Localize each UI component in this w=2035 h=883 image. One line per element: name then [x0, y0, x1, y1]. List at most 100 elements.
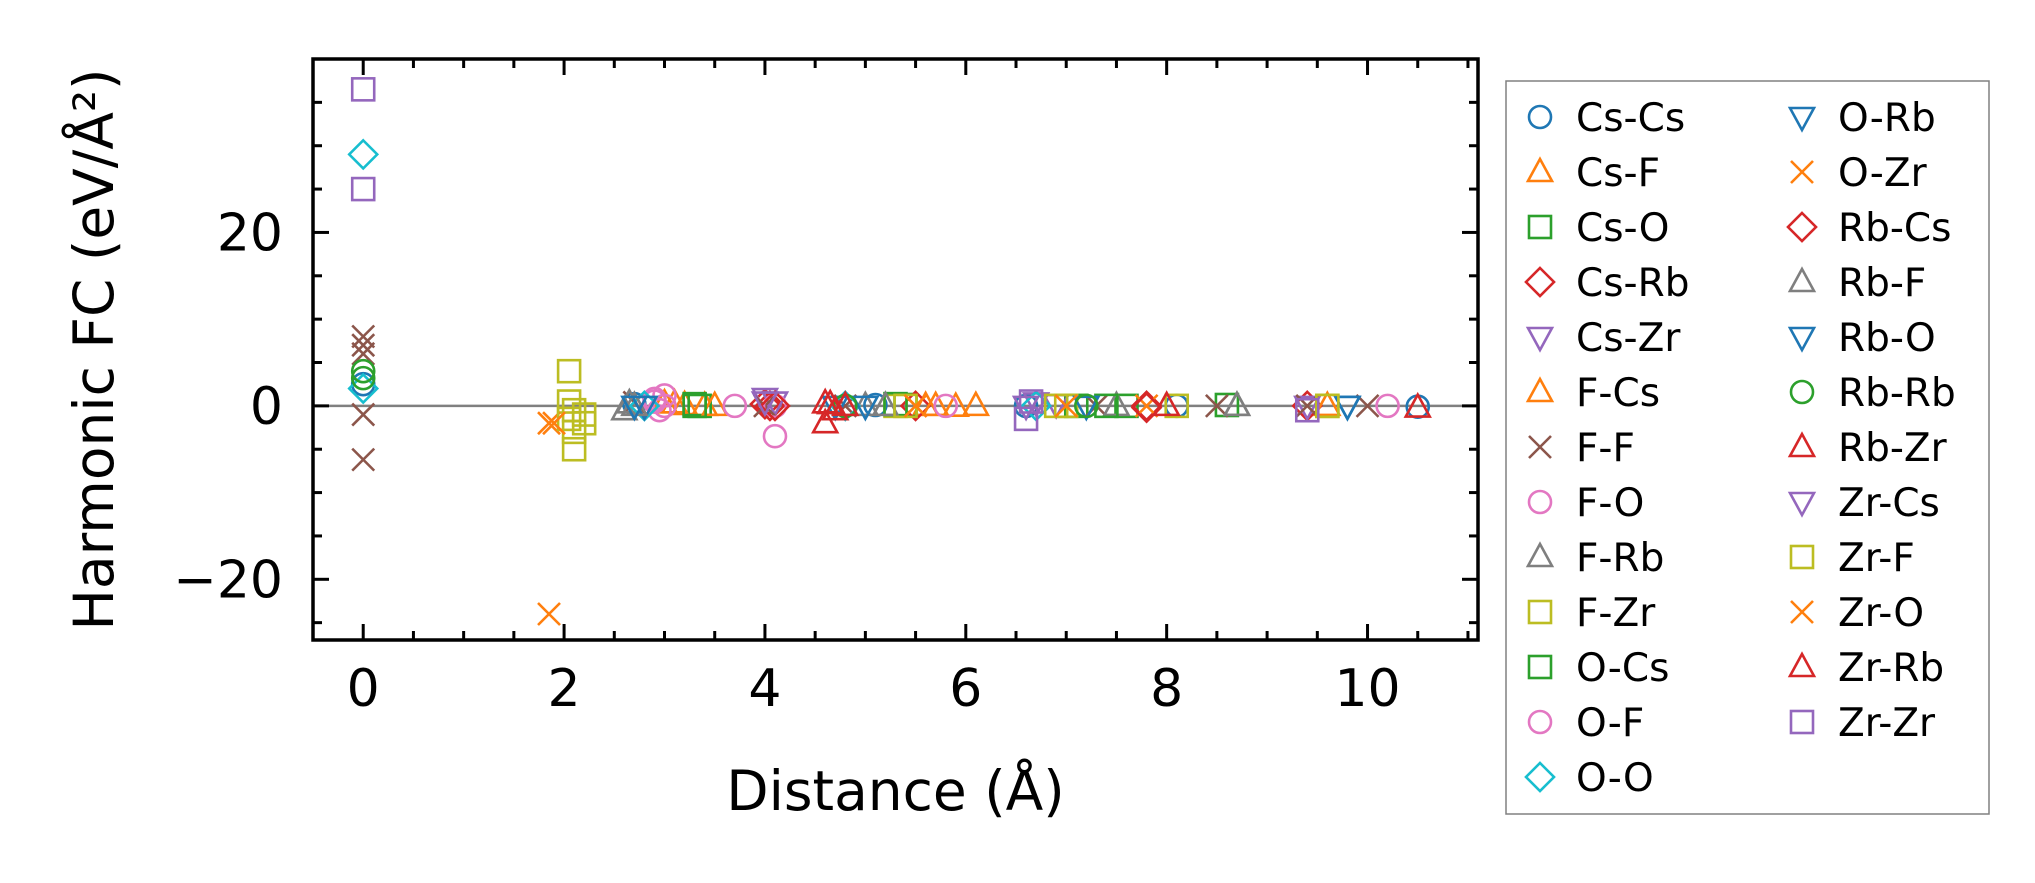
x-tick-label: 10: [1334, 659, 1400, 719]
legend-label: Rb-Cs: [1838, 206, 1951, 251]
legend-label: Zr-Rb: [1838, 646, 1944, 691]
legend-marker: [1527, 104, 1553, 130]
data-point: [1294, 397, 1320, 423]
data-point: [351, 333, 376, 358]
data-point: [903, 393, 928, 418]
data-point: [1114, 393, 1139, 419]
x-tick-label: 6: [949, 659, 982, 719]
legend-label: O-O: [1576, 756, 1654, 801]
x-axis-label: Distance (Å): [726, 758, 1065, 823]
data-point: [762, 423, 788, 449]
data-point: [556, 389, 582, 414]
legend-item: O-Cs: [1527, 646, 1669, 691]
data-point: [1054, 393, 1079, 418]
data-point: [350, 77, 376, 102]
plot-frame: [311, 57, 1480, 642]
legend-marker: [1525, 326, 1555, 353]
legend-label: Rb-Rb: [1838, 371, 1956, 416]
data-point: [821, 394, 850, 421]
data-point: [1222, 390, 1252, 417]
data-point: [1375, 393, 1400, 419]
series-O-O: [347, 138, 1052, 422]
legend-label: Cs-Rb: [1576, 261, 1689, 306]
data-point: [1293, 395, 1322, 422]
y-tick-label: 20: [217, 203, 283, 263]
legend-label: Zr-O: [1838, 591, 1924, 636]
data-point: [851, 395, 880, 422]
legend-item: Zr-Zr: [1789, 701, 1936, 746]
data-point: [1094, 393, 1119, 419]
tick-labels: 0 2 4 6 8 10 −20 0 20: [173, 203, 1400, 719]
legend-marker: [1787, 266, 1817, 293]
legend-label: F-O: [1576, 481, 1644, 526]
data-point: [921, 390, 950, 417]
data-point: [811, 407, 840, 434]
y-tick-label: 0: [250, 377, 283, 437]
data-point: [351, 447, 376, 472]
series-O-Zr: [537, 393, 1159, 626]
data-point: [961, 390, 991, 417]
data-point: [350, 365, 376, 391]
data-point: [652, 383, 677, 408]
legend-marker: [1527, 709, 1553, 735]
legend-label: Rb-Zr: [1838, 426, 1948, 471]
legend-label: Zr-Zr: [1838, 701, 1936, 746]
legend-item: Zr-F: [1789, 536, 1915, 581]
legend-item: Cs-F: [1525, 151, 1660, 196]
data-point: [347, 138, 380, 171]
legend-label: F-Cs: [1576, 371, 1660, 416]
data-point: [1152, 390, 1181, 417]
legend-marker: [1787, 491, 1817, 518]
data-point: [350, 358, 376, 384]
legend-marker: [1790, 160, 1814, 184]
legend-label: F-Rb: [1576, 536, 1664, 581]
legend-frame: [1505, 80, 1990, 815]
x-tick-label: 0: [347, 659, 380, 719]
data-point: [682, 393, 707, 419]
legend-label: Cs-Zr: [1576, 316, 1681, 361]
legend-item: O-Zr: [1790, 151, 1928, 196]
data-point: [941, 391, 970, 418]
legend-marker: [1525, 376, 1555, 403]
data-point: [1333, 395, 1362, 422]
legend-item: Cs-Zr: [1525, 316, 1681, 361]
legend-item: Rb-Rb: [1789, 371, 1956, 416]
data-point: [831, 390, 860, 417]
legend-item: Rb-Cs: [1786, 206, 1951, 251]
legend-marker: [1789, 544, 1815, 570]
legend-label: Cs-O: [1576, 206, 1669, 251]
legend-item: Zr-Rb: [1787, 646, 1944, 691]
legend-item: Rb-Zr: [1787, 426, 1948, 471]
x-tick-label: 8: [1150, 659, 1183, 719]
x-tick-label: 4: [748, 659, 781, 719]
series-Rb-Cs: [759, 390, 1163, 424]
data-point: [1313, 390, 1342, 417]
legend-label: Cs-Cs: [1576, 96, 1685, 141]
data-point: [1164, 393, 1190, 419]
data-point: [722, 393, 748, 419]
legend-marker: [1524, 266, 1556, 298]
data-point: [1204, 393, 1229, 418]
legend-item: F-Zr: [1527, 591, 1656, 636]
legend-label: Rb-F: [1838, 261, 1926, 306]
legend-item: F-Rb: [1525, 536, 1664, 581]
data-point: [816, 388, 845, 415]
legend-marker: [1787, 431, 1817, 458]
legend-item: Cs-Cs: [1527, 96, 1685, 141]
legend-label: O-Zr: [1838, 151, 1928, 196]
data-point: [537, 411, 561, 436]
legend-marker: [1787, 326, 1817, 353]
data-point: [1072, 395, 1101, 422]
legend-marker: [1790, 600, 1814, 624]
data-point: [1013, 406, 1039, 432]
legend-marker: [1527, 599, 1553, 625]
legend-label: Zr-Cs: [1838, 481, 1940, 526]
legend-label: O-F: [1576, 701, 1644, 746]
series-Rb-O: [620, 395, 1362, 422]
legend-marker: [1527, 489, 1553, 515]
legend-marker: [1786, 211, 1818, 243]
legend-marker: [1528, 435, 1552, 459]
data-point: [350, 176, 376, 202]
legend-item: Rb-O: [1787, 316, 1936, 361]
